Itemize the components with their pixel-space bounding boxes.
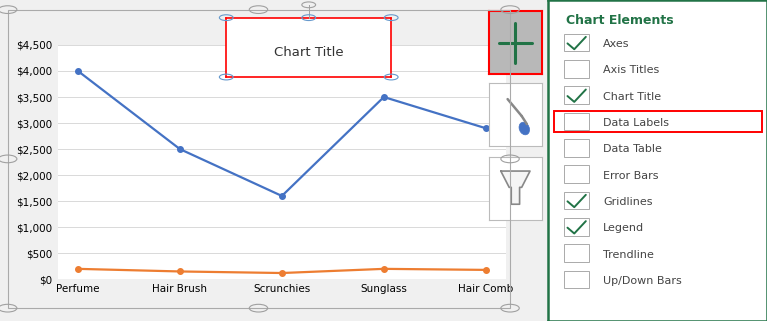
Text: Axes: Axes [603, 39, 630, 49]
FancyBboxPatch shape [564, 86, 589, 104]
Profit [481, 268, 490, 272]
Sales [379, 95, 388, 99]
FancyBboxPatch shape [564, 34, 589, 51]
Text: Axis Titles: Axis Titles [603, 65, 660, 75]
Text: Error Bars: Error Bars [603, 170, 659, 181]
FancyBboxPatch shape [564, 60, 589, 78]
Profit [176, 270, 185, 273]
Profit [379, 267, 388, 271]
Text: Data Table: Data Table [603, 144, 662, 154]
Sales [176, 147, 185, 151]
Text: Data Labels: Data Labels [603, 118, 669, 128]
FancyBboxPatch shape [564, 192, 589, 209]
Profit [277, 271, 286, 275]
Polygon shape [501, 171, 530, 204]
Ellipse shape [519, 122, 529, 135]
FancyBboxPatch shape [564, 271, 589, 288]
Line: Sales: Sales [75, 68, 489, 199]
Sales [481, 126, 490, 130]
Sales [74, 69, 83, 73]
Text: Trendline: Trendline [603, 249, 654, 260]
FancyBboxPatch shape [564, 139, 589, 157]
FancyBboxPatch shape [564, 113, 589, 130]
Line: Profit: Profit [75, 266, 489, 276]
Sales [277, 194, 286, 198]
Text: Chart Title: Chart Title [603, 91, 661, 102]
Text: Legend: Legend [603, 223, 644, 233]
FancyBboxPatch shape [564, 218, 589, 236]
Text: Gridlines: Gridlines [603, 197, 653, 207]
Text: Up/Down Bars: Up/Down Bars [603, 276, 682, 286]
Profit [74, 267, 83, 271]
Text: Chart Title: Chart Title [274, 46, 344, 59]
FancyBboxPatch shape [564, 165, 589, 183]
FancyBboxPatch shape [554, 111, 762, 132]
FancyBboxPatch shape [564, 244, 589, 262]
Text: Chart Elements: Chart Elements [566, 14, 673, 27]
